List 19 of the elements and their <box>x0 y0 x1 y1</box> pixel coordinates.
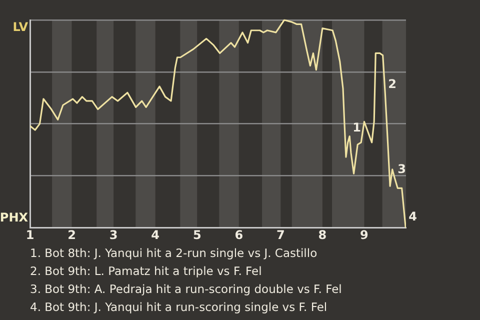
text: 1. Bot 8th: J. Yanqui hit a 2-run single vs J. Castillo <box>30 245 318 262</box>
annotation: 3 <box>398 162 406 176</box>
x-tick-label: 7 <box>276 228 285 242</box>
x-tick-label: 4 <box>151 228 160 242</box>
x-tick-label: 3 <box>109 228 118 242</box>
x-tick-label: 6 <box>234 228 244 242</box>
text: 2. Bot 9th: L. Pamatz hit a triple vs F. Fel <box>30 263 263 280</box>
text: LV <box>12 20 29 34</box>
annotation: 4 <box>408 210 417 224</box>
x-tick-label: 5 <box>192 228 202 242</box>
text: 4. Bot 9th: J. Yanqui hit a run-scoring single vs F. Fel <box>30 299 328 316</box>
x-tick-label: 8 <box>318 228 327 242</box>
text: PHX <box>0 210 29 225</box>
annotation: 1 <box>352 120 361 134</box>
x-tick-label: 2 <box>68 228 76 242</box>
x-tick-label: 1 <box>26 228 34 242</box>
text: 3. Bot 9th: A. Pedraja hit a run-scoring double vs F. Fel <box>30 281 342 298</box>
x-tick-label: 9 <box>360 228 368 242</box>
annotation: 2 <box>388 76 396 91</box>
